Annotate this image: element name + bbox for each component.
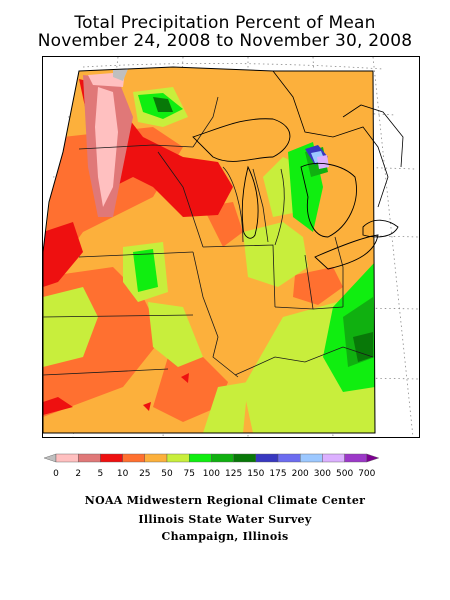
legend-label: 2: [75, 469, 81, 479]
legend-swatch: [277, 453, 301, 463]
legend-label: 150: [247, 469, 264, 479]
legend-swatch: [166, 453, 190, 463]
legend-swatch: [366, 453, 380, 463]
map-title: Total Precipitation Percent of Mean: [74, 13, 376, 33]
legend-swatch: [55, 453, 79, 463]
legend-label: 200: [292, 469, 309, 479]
legend-swatch: [188, 453, 212, 463]
legend-label: 0: [53, 469, 59, 479]
precipitation-map: [42, 56, 420, 438]
credit-location: Champaign, Illinois: [161, 530, 289, 543]
domain-outline: [43, 66, 376, 434]
legend-label: 5: [98, 469, 104, 479]
legend-label: 25: [139, 469, 150, 479]
legend-color-bar: [43, 453, 380, 463]
legend-label: 50: [161, 469, 173, 479]
credit-survey: Illinois State Water Survey: [138, 513, 312, 526]
color-legend: 0 2 5 10 25 50 75 100 125 150 175 200 300 500 700: [43, 452, 410, 484]
legend-swatch: [344, 453, 368, 463]
legend-label: 125: [225, 469, 242, 479]
credit-organization: NOAA Midwestern Regional Climate Center: [84, 494, 366, 507]
legend-swatch: [233, 453, 257, 463]
legend-label: 500: [336, 469, 353, 479]
legend-label: 300: [314, 469, 331, 479]
great-lakes: [192, 118, 399, 270]
legend-swatch: [144, 453, 168, 463]
legend-swatch: [211, 453, 234, 463]
legend-swatch: [122, 453, 145, 463]
state-boundaries: [43, 96, 374, 378]
coastline-north: [272, 70, 404, 208]
legend-swatch: [100, 453, 123, 463]
legend-label: 75: [183, 469, 194, 479]
legend-swatch: [78, 453, 101, 463]
legend-labels: 0 2 5 10 25 50 75 100 125 150 175 200 300 500 700: [53, 469, 376, 479]
legend-label: 10: [117, 469, 129, 479]
legend-swatch: [300, 453, 323, 463]
precipitation-field: [43, 67, 375, 433]
legend-label: 175: [269, 469, 286, 479]
legend-label: 100: [203, 469, 220, 479]
legend-swatch: [322, 453, 345, 463]
legend-label: 700: [358, 469, 375, 479]
legend-swatch: [255, 453, 279, 463]
legend-swatch: [43, 453, 57, 463]
map-date-range: November 24, 2008 to November 30, 2008: [37, 31, 413, 51]
